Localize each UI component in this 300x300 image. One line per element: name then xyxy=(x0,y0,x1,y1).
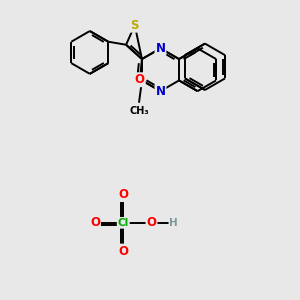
Text: O: O xyxy=(118,188,128,201)
Text: O: O xyxy=(146,216,157,229)
Text: S: S xyxy=(130,19,139,32)
Text: N: N xyxy=(155,42,166,55)
Text: CH₃: CH₃ xyxy=(129,106,149,116)
Text: H: H xyxy=(169,218,178,228)
Text: O: O xyxy=(90,216,100,229)
Text: O: O xyxy=(118,244,128,258)
Text: N: N xyxy=(155,85,166,98)
Text: O: O xyxy=(135,73,145,86)
Text: Cl: Cl xyxy=(118,218,129,228)
